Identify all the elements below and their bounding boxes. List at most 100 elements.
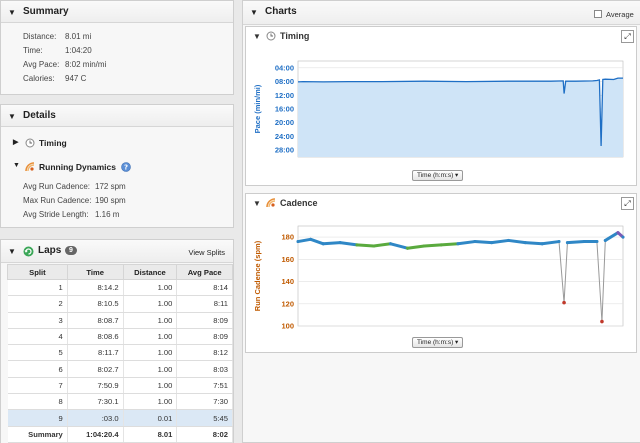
collapse-triangle-icon[interactable]: ▼ xyxy=(250,8,258,17)
cadence-segment xyxy=(389,242,409,250)
y-tick-label: 24:00 xyxy=(275,132,294,141)
collapse-triangle-icon[interactable]: ▼ xyxy=(253,199,261,208)
details-running-dynamics-row[interactable]: ▼ Running Dynamics ? xyxy=(13,162,132,172)
pace-area xyxy=(298,78,623,157)
pace-series-line xyxy=(297,77,623,147)
y-tick-label: 140 xyxy=(281,277,294,286)
cadence-point xyxy=(389,242,393,246)
cadence-segment xyxy=(338,241,359,247)
table-row[interactable]: 3 8:08.7 1.00 8:09 xyxy=(7,312,233,329)
dynamics-avg-cadence: Avg Run Cadence: 172 spm xyxy=(23,182,126,191)
cadence-segment xyxy=(422,243,443,248)
running-dynamics-icon xyxy=(266,198,276,208)
cadence-point xyxy=(439,243,443,247)
dynamics-max-cadence: Max Run Cadence: 190 spm xyxy=(23,196,126,205)
cadence-segment xyxy=(563,242,568,304)
details-header[interactable]: ▼ Details xyxy=(1,105,233,127)
cadence-point xyxy=(616,231,620,235)
cadence-point xyxy=(603,238,607,242)
y-tick-label: 12:00 xyxy=(275,91,294,100)
collapse-triangle-icon[interactable]: ▼ xyxy=(8,8,16,17)
cadence-point xyxy=(595,240,599,244)
cadence-point xyxy=(523,241,527,245)
cadence-point xyxy=(506,238,510,242)
charts-header: ▼ Charts Average xyxy=(243,1,640,25)
details-panel: ▼ Details ▶ Timing ▼ Running Dynamics ? … xyxy=(0,104,234,228)
y-tick-label: 160 xyxy=(281,255,294,264)
col-split[interactable]: Split xyxy=(7,264,68,280)
table-row[interactable]: 6 8:02.7 1.00 8:03 xyxy=(7,360,233,378)
cadence-point xyxy=(473,240,477,244)
charts-title: Charts xyxy=(265,6,297,17)
summary-time: Time: 1:04:20 xyxy=(23,46,92,55)
running-dynamics-icon xyxy=(25,162,35,172)
cadence-segment xyxy=(540,240,561,246)
y-tick-label: 100 xyxy=(281,322,294,331)
col-avg-pace[interactable]: Avg Pace xyxy=(176,264,233,280)
clock-icon xyxy=(25,138,35,148)
cadence-point xyxy=(557,240,561,244)
cadence-segment xyxy=(506,238,527,245)
y-tick-label: 120 xyxy=(281,299,294,308)
timing-chart-title: Timing xyxy=(280,31,310,41)
table-row[interactable]: 7 7:50.9 1.00 7:51 xyxy=(7,377,233,395)
summary-title: Summary xyxy=(23,6,69,17)
table-summary-row: Summary 1:04:20.4 8.01 8:02 xyxy=(7,426,233,443)
col-time[interactable]: Time xyxy=(66,264,124,280)
summary-header[interactable]: ▼ Summary xyxy=(1,1,233,23)
collapse-triangle-icon[interactable]: ▼ xyxy=(13,162,20,169)
average-checkbox[interactable] xyxy=(594,10,602,18)
table-row[interactable]: 2 8:10.5 1.00 8:11 xyxy=(7,295,233,313)
cadence-segment xyxy=(321,241,342,246)
table-row[interactable]: 1 8:14.2 1.00 8:14 xyxy=(7,279,233,297)
laps-icon xyxy=(23,246,34,257)
view-splits-link[interactable]: View Splits xyxy=(188,248,225,257)
cadence-point xyxy=(490,241,494,245)
expand-icon[interactable]: ⤢ xyxy=(621,30,634,43)
clock-icon xyxy=(266,31,276,41)
cadence-point xyxy=(540,242,544,246)
cadence-segment xyxy=(355,243,376,248)
cadence-segment xyxy=(558,241,565,304)
expand-icon[interactable]: ⤢ xyxy=(621,197,634,210)
cadence-segment xyxy=(456,240,477,246)
cadence-chart-title: Cadence xyxy=(280,198,318,208)
collapse-triangle-icon[interactable]: ▼ xyxy=(8,112,16,121)
cadence-point xyxy=(296,240,300,244)
cadence-point xyxy=(456,242,460,246)
info-icon[interactable]: ? xyxy=(121,162,132,172)
cadence-point xyxy=(309,237,313,241)
details-timing-row[interactable]: ▶ Timing xyxy=(13,138,67,148)
table-row[interactable]: 8 7:30.1 1.00 7:30 xyxy=(7,393,233,411)
cadence-chart-panel: ▼ Cadence ⤢ 18016014012010016:4033:2050:… xyxy=(245,193,637,353)
y-axis-label: Run Cadence (spm) xyxy=(253,240,262,311)
laps-table-header: Split Time Distance Avg Pace xyxy=(7,264,233,280)
laps-count-badge: 9 xyxy=(65,246,77,255)
table-row[interactable]: 9:03.0 0.01 5:45 xyxy=(7,409,233,427)
timing-x-axis-select[interactable]: Time (h:m:s) ▾ xyxy=(412,170,464,181)
cadence-segment xyxy=(596,241,603,323)
cadence-segment xyxy=(309,237,325,246)
table-row[interactable]: 4 8:08.6 1.00 8:09 xyxy=(7,328,233,346)
collapse-triangle-icon[interactable]: ▼ xyxy=(8,247,16,256)
average-label: Average xyxy=(606,10,634,19)
collapse-triangle-icon[interactable]: ▼ xyxy=(253,32,261,41)
cadence-x-axis-select[interactable]: Time (h:m:s) ▾ xyxy=(412,337,464,348)
timing-chart-panel: ▼ Timing ⤢ 04:00 08:00 12:00 16:00 20:00 24:0… xyxy=(245,26,637,186)
table-row[interactable]: 5 8:11.7 1.00 8:12 xyxy=(7,344,233,362)
laps-header: ▼ Laps 9 View Splits xyxy=(1,240,233,263)
summary-avg-pace: Avg Pace: 8:02 min/mi xyxy=(23,60,107,69)
laps-title: Laps xyxy=(38,245,62,256)
cadence-segment xyxy=(490,238,510,245)
y-tick-label: 180 xyxy=(281,233,294,242)
col-distance[interactable]: Distance xyxy=(122,264,178,280)
cadence-segment xyxy=(405,244,426,250)
cadence-segment xyxy=(565,240,586,245)
y-tick-label: 20:00 xyxy=(275,118,294,127)
dynamics-avg-stride: Avg Stride Length: 1.16 m xyxy=(23,210,120,219)
expand-triangle-icon[interactable]: ▶ xyxy=(13,139,19,146)
cadence-segment xyxy=(372,242,393,248)
summary-calories: Calories: 947 C xyxy=(23,74,87,83)
summary-distance: Distance: 8.01 mi xyxy=(23,32,92,41)
cadence-point xyxy=(372,244,376,248)
